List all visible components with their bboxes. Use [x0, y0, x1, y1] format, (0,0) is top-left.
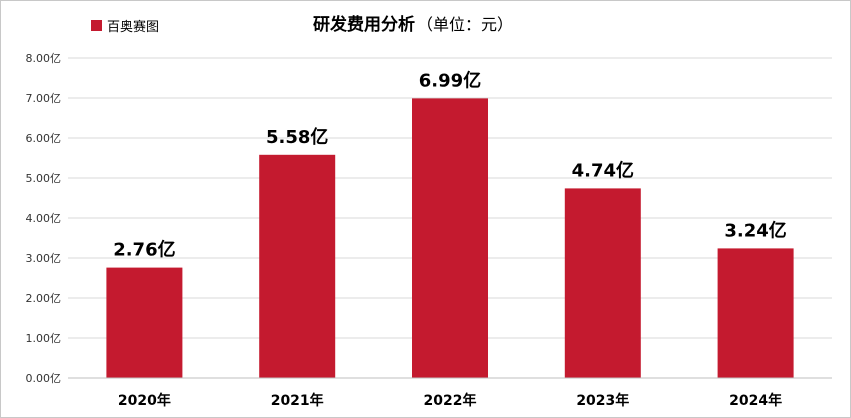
x-tick-label: 2023年: [576, 392, 629, 409]
y-tick-label: 3.00亿: [26, 252, 62, 265]
bar: [564, 188, 641, 378]
y-tick-label: 2.00亿: [26, 292, 62, 305]
chart-title-unit: （单位：元）: [417, 15, 513, 34]
x-tick-label: 2022年: [424, 392, 477, 409]
y-tick-label: 5.00亿: [26, 172, 62, 185]
data-label: 6.99亿: [419, 69, 481, 91]
data-label: 5.58亿: [266, 126, 328, 148]
x-tick-label: 2024年: [729, 392, 782, 409]
bar: [717, 248, 794, 378]
chart-title: 研发费用分析: [313, 14, 415, 35]
y-tick-label: 6.00亿: [26, 132, 62, 145]
y-tick-label: 1.00亿: [26, 332, 62, 345]
x-axis: 2020年 2021年 2022年 2023年 2024年: [68, 377, 832, 409]
x-tick-label: 2021年: [271, 392, 324, 409]
y-tick-label: 0.00亿: [26, 372, 62, 385]
bar: [106, 267, 183, 378]
legend-swatch: [91, 20, 102, 31]
data-labels: 2.76亿 5.58亿 6.99亿 4.74亿 3.24亿: [113, 69, 787, 260]
legend-label: 百奥赛图: [107, 19, 159, 35]
y-axis: 0.00亿 1.00亿 2.00亿 3.00亿 4.00亿 5.00亿 6.00亿 7.00亿…: [26, 52, 62, 385]
bar: [259, 154, 336, 378]
bar: [412, 98, 488, 379]
data-label: 4.74亿: [572, 159, 634, 181]
data-label: 2.76亿: [113, 239, 175, 261]
data-label: 3.24亿: [724, 219, 786, 241]
y-tick-label: 7.00亿: [26, 92, 62, 105]
bars: [106, 98, 794, 379]
y-tick-label: 8.00亿: [26, 52, 62, 65]
y-tick-label: 4.00亿: [26, 212, 62, 225]
x-tick-label: 2020年: [118, 392, 171, 409]
